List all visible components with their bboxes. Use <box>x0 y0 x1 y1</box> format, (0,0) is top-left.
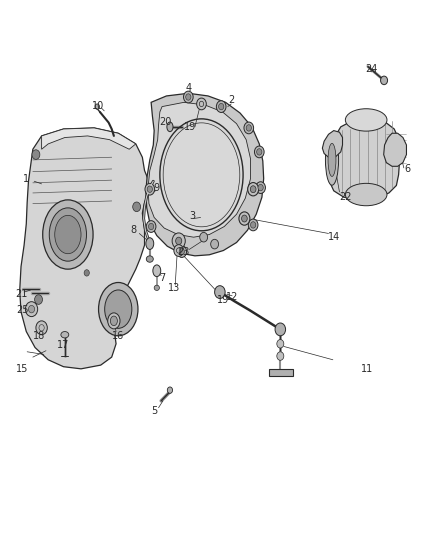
Ellipse shape <box>254 146 264 158</box>
Ellipse shape <box>211 239 219 249</box>
Ellipse shape <box>146 238 154 249</box>
Ellipse shape <box>153 265 161 277</box>
Text: 7: 7 <box>159 273 165 283</box>
Text: 9: 9 <box>154 183 160 192</box>
Text: 19: 19 <box>217 295 230 304</box>
Text: 21: 21 <box>15 289 27 299</box>
Circle shape <box>28 305 35 313</box>
Text: 20: 20 <box>159 117 172 126</box>
Ellipse shape <box>184 91 193 103</box>
Ellipse shape <box>42 200 93 269</box>
Ellipse shape <box>251 222 256 228</box>
Text: 6: 6 <box>404 165 410 174</box>
Text: 14: 14 <box>328 232 340 242</box>
Text: 24: 24 <box>365 64 378 74</box>
Circle shape <box>36 321 47 335</box>
Ellipse shape <box>146 221 156 232</box>
Ellipse shape <box>147 186 152 192</box>
Circle shape <box>84 270 89 276</box>
Ellipse shape <box>49 208 86 261</box>
Ellipse shape <box>186 94 191 100</box>
Ellipse shape <box>174 245 184 256</box>
Ellipse shape <box>145 183 155 195</box>
Ellipse shape <box>105 290 132 328</box>
Text: 25: 25 <box>17 305 29 315</box>
Text: 15: 15 <box>16 364 28 374</box>
Ellipse shape <box>256 182 265 193</box>
Circle shape <box>215 286 225 298</box>
Ellipse shape <box>248 219 258 231</box>
Polygon shape <box>322 131 343 157</box>
Ellipse shape <box>55 215 81 254</box>
Text: 12: 12 <box>226 293 238 302</box>
Ellipse shape <box>172 233 185 249</box>
Circle shape <box>35 295 42 304</box>
Ellipse shape <box>216 101 226 112</box>
Text: 8: 8 <box>131 225 137 235</box>
Ellipse shape <box>244 122 254 134</box>
Circle shape <box>133 202 141 212</box>
Text: 4: 4 <box>185 83 191 93</box>
Text: 13: 13 <box>168 283 180 293</box>
Ellipse shape <box>381 76 388 85</box>
Ellipse shape <box>325 135 339 185</box>
Ellipse shape <box>345 183 387 206</box>
Text: 11: 11 <box>361 364 373 374</box>
Text: 19: 19 <box>184 122 197 132</box>
Text: 10: 10 <box>92 101 105 110</box>
Polygon shape <box>148 102 251 237</box>
Ellipse shape <box>146 256 153 262</box>
Ellipse shape <box>248 182 258 196</box>
Text: 22: 22 <box>339 192 351 202</box>
Ellipse shape <box>95 104 99 109</box>
Ellipse shape <box>108 313 120 329</box>
Polygon shape <box>384 133 406 166</box>
Ellipse shape <box>154 285 159 290</box>
Ellipse shape <box>246 125 251 131</box>
Text: 23: 23 <box>177 247 189 256</box>
Ellipse shape <box>197 98 206 110</box>
Ellipse shape <box>328 143 336 176</box>
Ellipse shape <box>148 223 154 230</box>
Ellipse shape <box>250 186 256 192</box>
Text: 17: 17 <box>57 341 70 350</box>
Ellipse shape <box>345 109 387 131</box>
Text: 2: 2 <box>228 95 234 105</box>
Circle shape <box>277 352 284 360</box>
Ellipse shape <box>200 232 208 242</box>
Text: 18: 18 <box>33 331 46 341</box>
Ellipse shape <box>167 387 173 393</box>
Polygon shape <box>20 128 149 369</box>
Polygon shape <box>269 369 293 376</box>
Polygon shape <box>328 118 399 200</box>
Ellipse shape <box>258 184 263 191</box>
Circle shape <box>32 150 40 159</box>
Ellipse shape <box>219 103 224 110</box>
Ellipse shape <box>167 122 173 132</box>
Ellipse shape <box>61 332 69 338</box>
Text: 5: 5 <box>151 407 157 416</box>
Polygon shape <box>42 128 136 149</box>
Ellipse shape <box>99 282 138 336</box>
Circle shape <box>277 340 284 348</box>
Circle shape <box>275 323 286 336</box>
Ellipse shape <box>110 316 117 326</box>
Circle shape <box>25 302 38 317</box>
Ellipse shape <box>176 237 182 245</box>
Polygon shape <box>146 93 264 256</box>
Text: 1: 1 <box>23 174 29 183</box>
Ellipse shape <box>177 246 187 257</box>
Ellipse shape <box>242 215 247 222</box>
Ellipse shape <box>179 248 184 255</box>
Text: 16: 16 <box>112 331 124 341</box>
Text: 3: 3 <box>190 211 196 221</box>
Ellipse shape <box>239 212 250 225</box>
Ellipse shape <box>257 149 262 155</box>
